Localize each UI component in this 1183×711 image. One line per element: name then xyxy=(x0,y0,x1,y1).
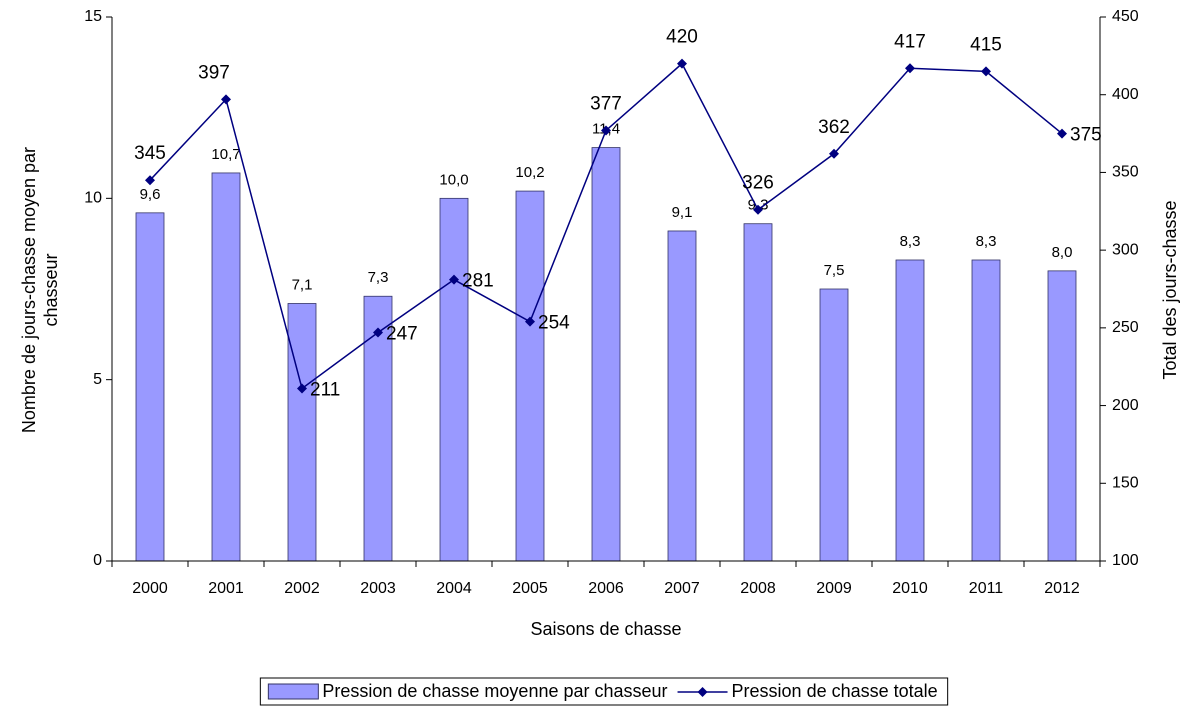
bar-value-label: 10,2 xyxy=(515,164,544,181)
legend: Pression de chasse moyenne par chasseur P… xyxy=(259,677,949,706)
x-tick-label: 2005 xyxy=(512,580,548,597)
line-value-label: 247 xyxy=(386,324,418,345)
x-tick-label: 2009 xyxy=(816,580,852,597)
line-value-label: 345 xyxy=(134,143,166,164)
line-value-label: 417 xyxy=(894,31,926,52)
bar-value-label: 7,5 xyxy=(824,262,845,279)
legend-marker xyxy=(697,687,708,697)
line-marker xyxy=(145,175,155,186)
line-marker xyxy=(373,327,383,338)
bar xyxy=(819,288,849,562)
line-value-label: 420 xyxy=(666,27,698,48)
y-tick-label: 10 xyxy=(84,190,102,207)
y2-tick-label: 100 xyxy=(1112,552,1139,569)
line-marker xyxy=(753,204,763,215)
bar xyxy=(591,147,621,562)
line-marker xyxy=(829,148,839,159)
line-marker xyxy=(981,66,991,77)
bar xyxy=(287,303,317,562)
x-tick-label: 2006 xyxy=(588,580,624,597)
line-marker xyxy=(525,316,535,327)
bar-value-label: 10,0 xyxy=(439,171,468,188)
x-tick-label: 2000 xyxy=(132,580,168,597)
line-value-label: 362 xyxy=(818,117,850,138)
line-value-label: 211 xyxy=(310,379,340,400)
bar xyxy=(667,230,697,562)
x-tick-label: 2011 xyxy=(969,580,1004,597)
legend-box xyxy=(259,677,949,706)
line-marker xyxy=(221,94,231,105)
line-value-label: 281 xyxy=(462,271,494,292)
line-marker xyxy=(601,125,611,136)
x-tick-label: 2012 xyxy=(1044,580,1080,597)
y2-tick-label: 400 xyxy=(1112,86,1139,103)
x-axis-title: Saisons de chasse xyxy=(530,619,681,639)
x-tick-label: 2008 xyxy=(740,580,776,597)
bar xyxy=(1047,270,1077,562)
y2-tick-label: 150 xyxy=(1112,475,1139,492)
legend-label: Pression de chasse totale xyxy=(732,681,938,701)
y2-tick-label: 350 xyxy=(1112,164,1139,181)
bar-value-label: 10,7 xyxy=(211,146,240,163)
line-value-label: 375 xyxy=(1070,125,1102,146)
y2-axis-title: Total des jours-chasse xyxy=(1160,200,1180,380)
line-value-label: 377 xyxy=(590,93,622,114)
line-value-label: 415 xyxy=(970,34,1002,55)
y-axis-title: Nombre de jours-chasse moyen par chasseu… xyxy=(19,146,61,434)
y2-tick-label: 200 xyxy=(1112,397,1139,414)
bar-value-label: 9,6 xyxy=(140,186,161,203)
bar xyxy=(211,172,241,562)
x-tick-label: 2010 xyxy=(892,580,928,597)
x-tick-label: 2003 xyxy=(360,580,396,597)
line-value-label: 254 xyxy=(538,313,570,334)
bar-value-label: 8,3 xyxy=(976,233,997,250)
y-tick-label: 5 xyxy=(93,371,102,388)
bar xyxy=(135,212,165,562)
bar xyxy=(439,197,469,562)
line-marker xyxy=(677,58,687,69)
line-marker xyxy=(1057,128,1067,139)
bar-value-label: 7,1 xyxy=(292,276,313,293)
legend-swatch xyxy=(267,683,319,700)
bar-value-label: 8,3 xyxy=(900,233,921,250)
bar xyxy=(971,259,1001,562)
y2-tick-label: 300 xyxy=(1112,241,1139,258)
legend-label: Pression de chasse moyenne par chasseur xyxy=(322,681,667,701)
y-tick-label: 0 xyxy=(93,552,102,569)
line-marker xyxy=(449,274,459,285)
bar-value-label: 9,1 xyxy=(672,204,693,221)
x-tick-label: 2007 xyxy=(664,580,700,597)
bar-value-label: 7,3 xyxy=(368,269,389,286)
bar xyxy=(895,259,925,562)
line-marker xyxy=(297,383,307,394)
line-value-label: 326 xyxy=(742,173,774,194)
bar xyxy=(743,223,773,562)
y2-tick-label: 250 xyxy=(1112,319,1139,336)
x-tick-label: 2001 xyxy=(208,580,244,597)
line-marker xyxy=(905,63,915,74)
y-tick-label: 15 xyxy=(84,8,102,25)
y2-tick-label: 450 xyxy=(1112,8,1139,25)
bar xyxy=(515,190,545,562)
bar xyxy=(363,295,393,562)
bar-value-label: 8,0 xyxy=(1052,244,1073,261)
x-tick-label: 2004 xyxy=(436,580,472,597)
line-value-label: 397 xyxy=(198,62,230,83)
x-tick-label: 2002 xyxy=(284,580,320,597)
